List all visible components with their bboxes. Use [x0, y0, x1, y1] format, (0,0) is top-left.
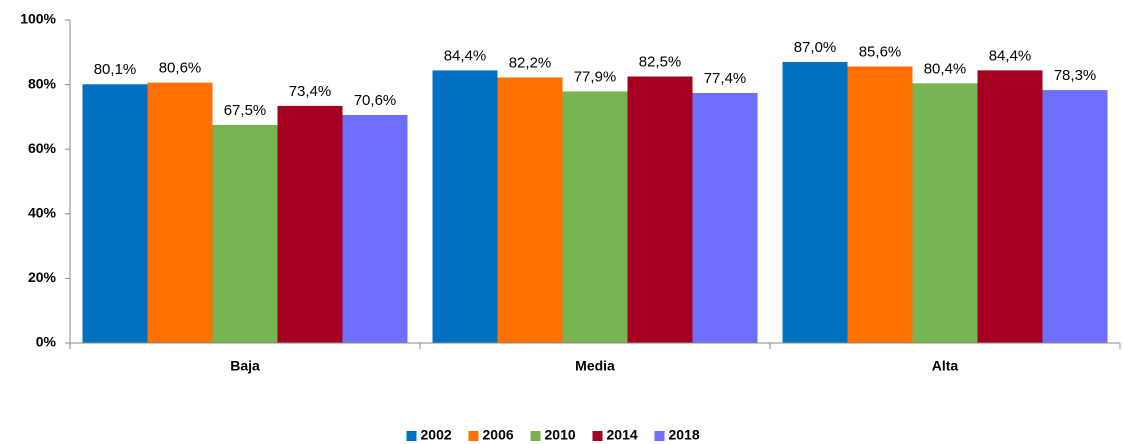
data-label: 85,6%: [859, 43, 902, 60]
bar: [912, 83, 978, 344]
legend-swatch: [592, 431, 603, 441]
data-label: 80,6%: [159, 60, 202, 77]
legend-label: 2006: [483, 427, 514, 443]
bar: [977, 70, 1043, 343]
x-tick-label: Baja: [230, 358, 260, 374]
legend-label: 2010: [545, 427, 576, 443]
legend-swatch: [468, 431, 479, 441]
bar: [342, 114, 408, 343]
bar: [212, 124, 278, 343]
y-tick-label: 40%: [28, 205, 57, 221]
data-label: 78,3%: [1054, 67, 1097, 84]
bar: [277, 105, 343, 343]
data-label: 70,6%: [354, 92, 397, 109]
y-tick-label: 20%: [28, 269, 57, 285]
data-label: 82,5%: [639, 53, 682, 70]
legend-swatch: [406, 431, 417, 441]
bar: [692, 92, 758, 343]
bar: [147, 82, 213, 344]
bar: [1042, 90, 1108, 343]
bar: [782, 61, 848, 344]
bar: [497, 77, 563, 343]
data-label: 82,2%: [509, 54, 552, 71]
data-label: 67,5%: [224, 102, 267, 119]
legend-swatch: [530, 431, 541, 441]
y-tick-label: 0%: [36, 334, 57, 350]
legend-label: 2014: [607, 427, 638, 443]
data-label: 84,4%: [989, 47, 1032, 64]
bar: [627, 76, 693, 344]
bar: [562, 91, 628, 344]
legend-label: 2018: [669, 427, 700, 443]
x-tick-label: Alta: [932, 358, 959, 374]
legend-label: 2002: [421, 427, 452, 443]
data-label: 80,4%: [924, 60, 967, 77]
data-label: 84,4%: [444, 47, 487, 64]
data-label: 73,4%: [289, 83, 332, 100]
bar: [432, 70, 498, 343]
y-tick-label: 100%: [20, 11, 56, 27]
x-tick-label: Media: [575, 358, 615, 374]
legend-swatch: [654, 431, 665, 441]
bar: [82, 84, 148, 343]
data-label: 80,1%: [94, 61, 137, 78]
data-label: 77,4%: [704, 70, 747, 87]
data-label: 87,0%: [794, 39, 837, 56]
y-tick-label: 60%: [28, 140, 57, 156]
y-tick-label: 80%: [28, 75, 57, 91]
data-label: 77,9%: [574, 68, 617, 85]
bar: [847, 66, 913, 344]
